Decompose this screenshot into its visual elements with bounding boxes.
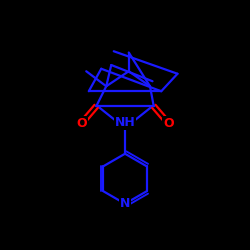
Text: O: O [76,117,86,130]
Text: NH: NH [114,116,136,129]
Text: O: O [164,117,174,130]
Text: N: N [120,197,130,210]
